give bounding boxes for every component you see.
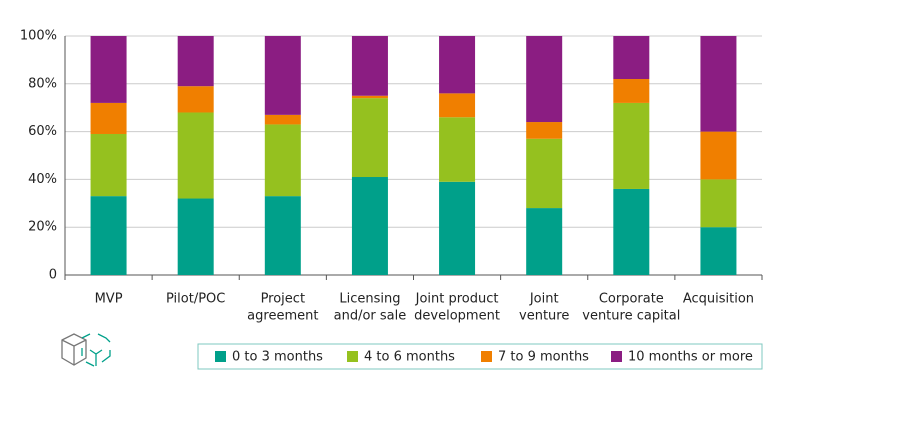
logo-icon — [61, 333, 111, 367]
x-tick-label: development — [414, 309, 500, 324]
bar-segment — [264, 114, 301, 125]
bar-segment — [439, 181, 476, 275]
y-tick-label: 0 — [49, 268, 57, 283]
legend-label: 4 to 6 months — [364, 350, 455, 365]
bar-segment — [526, 208, 563, 275]
bar-segment — [90, 196, 127, 275]
y-tick-label: 60% — [28, 124, 57, 139]
bar-segment — [264, 196, 301, 275]
bar-segment — [700, 131, 737, 180]
legend-swatch — [215, 351, 226, 362]
x-tick-label: agreement — [247, 309, 318, 324]
bar-segment — [351, 98, 388, 178]
bar-segment — [700, 227, 737, 275]
legend-swatch — [481, 351, 492, 362]
bar-segment — [439, 117, 476, 182]
bar-segment — [613, 79, 650, 103]
bar-segment — [613, 36, 650, 80]
bar-segment — [439, 36, 476, 94]
x-tick-label: Acquisition — [683, 292, 754, 307]
bar-segment — [700, 36, 737, 132]
bar-segment — [613, 188, 650, 275]
x-tick-label: Joint — [529, 292, 559, 307]
legend-label: 7 to 9 months — [498, 350, 589, 365]
x-tick-label: venture capital — [582, 309, 680, 324]
bar-segment — [90, 133, 127, 197]
bar-segment — [90, 102, 127, 134]
bar-segment — [264, 124, 301, 197]
y-tick-label: 40% — [28, 172, 57, 187]
bar-segment — [264, 36, 301, 115]
bar-segment — [700, 179, 737, 228]
y-tick-label: 80% — [28, 76, 57, 91]
bar-segment — [177, 112, 214, 199]
x-tick-label: Joint product — [415, 292, 499, 307]
x-tick-label: Licensing — [339, 292, 400, 307]
x-tick-label: MVP — [95, 292, 123, 307]
x-tick-label: and/or sale — [334, 309, 407, 324]
x-tick-label: Corporate — [599, 292, 664, 307]
bar-segment — [351, 177, 388, 275]
bar-segment — [439, 93, 476, 118]
x-tick-label: venture — [519, 309, 569, 324]
bar-segment — [526, 138, 563, 209]
bar-segment — [526, 122, 563, 139]
y-tick-label: 20% — [28, 220, 57, 235]
x-tick-label: Project — [261, 292, 305, 307]
bar-segment — [90, 36, 127, 103]
legend-label: 10 months or more — [628, 350, 753, 365]
legend-swatch — [347, 351, 358, 362]
bar-segment — [526, 36, 563, 123]
legend-swatch — [611, 351, 622, 362]
legend-box — [197, 343, 763, 370]
bar-segment — [177, 86, 214, 113]
bar-segment — [351, 36, 388, 96]
y-tick-label: 100% — [20, 29, 57, 44]
bar-segment — [177, 36, 214, 87]
bar-segment — [177, 198, 214, 275]
bar-segment — [351, 95, 388, 99]
legend-label: 0 to 3 months — [232, 350, 323, 365]
bar-segment — [613, 102, 650, 189]
x-tick-label: Pilot/POC — [166, 292, 225, 307]
